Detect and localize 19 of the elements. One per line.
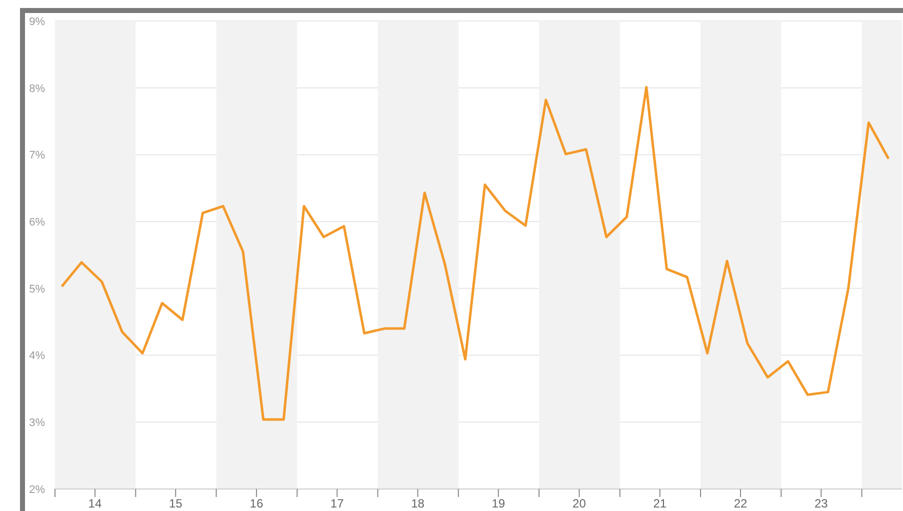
x-tick-label: 14 xyxy=(88,496,102,511)
y-tick-label: 4% xyxy=(29,350,46,362)
x-tick-label: 21 xyxy=(653,496,667,511)
x-tick-label: 16 xyxy=(250,496,264,511)
x-tick-label: 22 xyxy=(734,496,748,511)
y-tick-label: 7% xyxy=(29,150,46,162)
y-tick-label: 3% xyxy=(29,417,46,430)
y-tick-label: 9% xyxy=(29,16,46,28)
line-series xyxy=(60,86,890,421)
y-tick-label: 5% xyxy=(29,283,46,296)
x-tick-label: 18 xyxy=(411,496,425,511)
y-tick-label: 2% xyxy=(29,484,46,496)
y-tick-label: 6% xyxy=(29,216,46,228)
x-tick-label: 17 xyxy=(330,496,344,511)
x-tick-label: 20 xyxy=(572,496,586,511)
x-tick-label: 23 xyxy=(814,496,828,511)
x-tick-label: 19 xyxy=(492,496,506,511)
y-tick-label: 8% xyxy=(29,82,46,95)
x-tick-label: 15 xyxy=(168,496,183,511)
